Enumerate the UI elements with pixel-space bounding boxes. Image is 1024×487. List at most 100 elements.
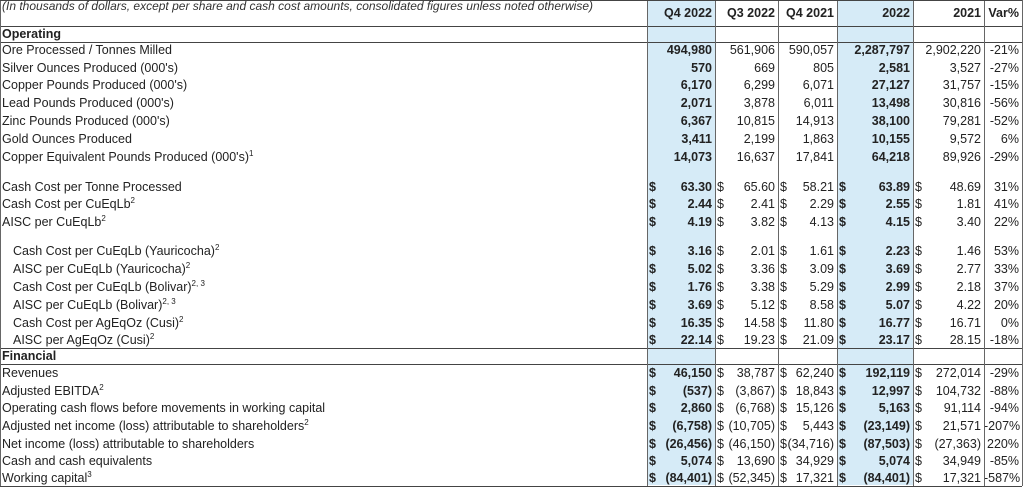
cell-q3-2022: $19.23 [715,332,778,349]
currency-symbol: $ [839,244,846,258]
cell-value: 2,199 [743,132,775,146]
currency-symbol: $ [717,298,724,312]
cell-value: 18,843 [795,384,834,398]
cell-q4-2021: $18,843 [778,383,837,400]
currency-symbol: $ [839,197,846,211]
cell-q4-2021: 590,057 [778,42,837,59]
cell-q4-2022: 2,071 [647,95,715,112]
cell-fy-2022: $12,997 [837,383,913,400]
cell-value: 6% [1000,132,1019,146]
cell-value: 1.46 [956,244,981,258]
cell-value: 13,498 [871,96,910,110]
cell-variance: 22% [984,214,1022,231]
footnote-marker: 3 [87,470,92,479]
cell-value: 19.23 [743,333,775,347]
currency-symbol: $ [717,437,724,451]
table-row: Revenues $46,150 $38,787 $62,240 $192,119 $27… [0,365,1022,382]
cell-value: 2.18 [956,280,981,294]
cell-q3-2022: $ (52,345) [715,470,778,487]
cell-fy-2022: $4.15 [837,214,913,231]
cell-value: 3,527 [949,61,981,75]
row-label: Copper Pounds Produced (000's) [2,77,646,94]
cell-q4-2022: $1.76 [647,279,715,296]
currency-symbol: $ [839,471,846,485]
cell-value: 3.40 [956,215,981,229]
cell-q4-2021: $11.80 [778,315,837,332]
cell-fy-2021: 30,816 [913,95,984,112]
row-label: Zinc Pounds Produced (000's) [2,113,646,130]
currency-symbol: $ [717,366,724,380]
currency-symbol: $ [649,244,656,258]
currency-symbol: $ [915,437,922,451]
cell-value: 3.09 [809,262,834,276]
cell-fy-2021: $34,949 [913,453,984,470]
cell-q4-2021: $2.29 [778,196,837,213]
cell-value: 58.21 [802,180,834,194]
cell-fy-2022: 10,155 [837,131,913,148]
cell-fy-2022: $63.89 [837,179,913,196]
cell-value: 22% [993,215,1019,229]
cell-value: 805 [813,61,834,75]
cell-value: 6,170 [680,78,712,92]
currency-symbol: $ [717,419,724,433]
cell-value: 9,572 [949,132,981,146]
table-row: Cash Cost per Tonne Processed $63.30 $65.6… [0,179,1022,196]
cell-q3-2022: 10,815 [715,113,778,130]
cell-q4-2021: 1,863 [778,131,837,148]
row-label: Cash and cash equivalents [2,453,646,470]
cell-q3-2022: $3.82 [715,214,778,231]
currency-symbol: $ [649,384,656,398]
col-header-var: Var% [988,6,1019,20]
cell-value: 5,443 [802,419,834,433]
currency-symbol: $ [649,437,656,451]
cell-value: 21,571 [942,419,981,433]
column-divider [647,0,648,486]
cell-value: 669 [754,61,775,75]
cell-value: 20% [993,298,1019,312]
cell-value: 2.23 [885,244,910,258]
row-label: Revenues [2,365,646,382]
cell-fy-2022: $5,163 [837,400,913,417]
row-label: Cash Cost per CuEqLb (Bolivar)2, 3 [13,279,646,296]
cell-fy-2022: $5.07 [837,297,913,314]
footnote-marker: 2 [304,418,309,427]
cell-value: 62,240 [795,366,834,380]
cell-q3-2022: $3.38 [715,279,778,296]
row-label-text: AISC per CuEqLb [2,215,102,229]
cell-variance: 20% [984,297,1022,314]
col-header-q3-2022: Q3 2022 [727,6,775,20]
currency-symbol: $ [780,471,787,485]
cell-fy-2022: 2,581 [837,60,913,77]
currency-symbol: $ [649,366,656,380]
cell-q3-2022: $ (46,150) [715,436,778,453]
row-label-text: AISC per AgEqOz (Cusi) [13,333,150,347]
row-label: AISC per CuEqLb (Bolivar)2, 3 [13,297,646,314]
cell-fy-2022: 2,287,797 [837,42,913,59]
currency-symbol: $ [915,197,922,211]
cell-fy-2021: 9,572 [913,131,984,148]
cell-value: -21% [989,43,1019,57]
cell-value: -29% [989,366,1019,380]
footnote-marker: 2 [130,196,135,205]
table-row: Cash Cost per CuEqLb2 $2.44 $2.41 $2.29 $2.5… [0,196,1022,213]
row-label-text: Net income (loss) attributable to shareh… [2,437,255,451]
cell-value: (23,149) [863,419,910,433]
cell-variance: -85% [984,453,1022,470]
cell-q4-2021: 6,011 [778,95,837,112]
currency-symbol: $ [780,298,787,312]
cell-value: 63.30 [680,180,712,194]
row-label: Gold Ounces Produced [2,131,646,148]
table-row: Cash Cost per CuEqLb (Bolivar)2, 3 $1.76 $… [0,279,1022,296]
currency-symbol: $ [717,333,724,347]
cell-fy-2022: $23.17 [837,332,913,349]
cell-value: 4.22 [956,298,981,312]
table-row: Ore Processed / Tonnes Milled 494,980 561,… [0,42,1022,59]
currency-symbol: $ [839,384,846,398]
row-label: AISC per CuEqLb (Yauricocha)2 [13,261,646,278]
currency-symbol: $ [839,454,846,468]
cell-value: 22.14 [680,333,712,347]
currency-symbol: $ [717,280,724,294]
cell-value: 3,411 [681,132,712,146]
cell-value: 2,287,797 [854,43,910,57]
cell-q4-2022: $5.02 [647,261,715,278]
